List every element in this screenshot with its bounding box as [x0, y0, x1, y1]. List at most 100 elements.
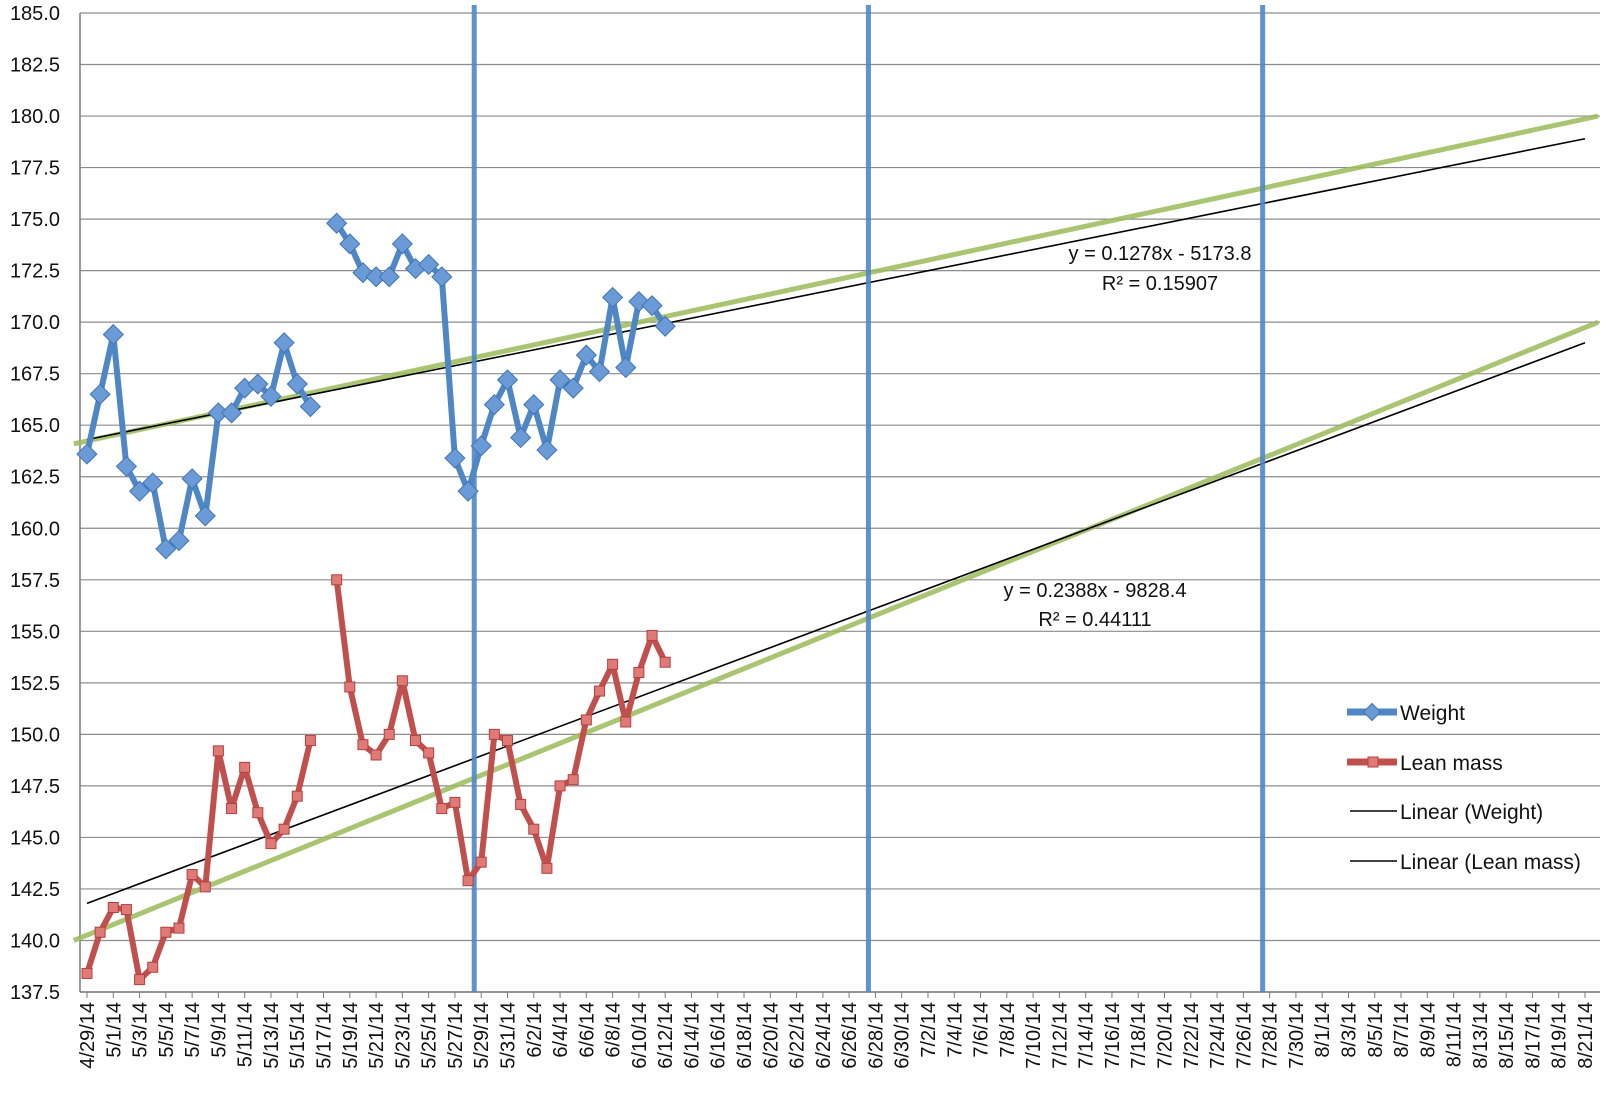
x-tick-label: 6/18/14 — [734, 1002, 756, 1069]
weight-point — [431, 266, 453, 288]
lean-mass-point — [199, 881, 211, 893]
weight-point — [181, 468, 203, 490]
x-tick-label: 6/4/14 — [550, 1002, 572, 1058]
lean-mass-point — [449, 796, 461, 808]
y-tick-label: 167.5 — [10, 364, 60, 386]
weight-point — [247, 373, 269, 395]
weight-point — [220, 402, 243, 424]
y-tick-label: 137.5 — [10, 982, 60, 1004]
legend-label-lean-mass: Lean mass — [1400, 752, 1503, 775]
x-tick-label: 8/15/14 — [1496, 1002, 1518, 1069]
x-tick-label: 8/9/14 — [1417, 1002, 1439, 1058]
lean-mass-point — [646, 629, 658, 641]
x-tick-label: 5/19/14 — [340, 1002, 362, 1069]
x-tick-label: 5/31/14 — [497, 1002, 519, 1069]
y-tick-label: 152.5 — [10, 673, 60, 695]
weight-point — [128, 480, 151, 502]
lean-mass-point — [173, 922, 185, 934]
lean-mass-point — [147, 961, 159, 973]
lean-mass-point — [580, 714, 592, 726]
lean-mass-point — [475, 856, 487, 868]
x-tick-label: 6/22/14 — [787, 1002, 809, 1069]
lean-mass-point — [94, 926, 106, 938]
axes — [79, 13, 1600, 998]
lean-mass-point — [423, 747, 435, 759]
lean-mass-trend-equation: y = 0.2388x - 9828.4 R² = 0.44111 — [1004, 580, 1187, 631]
y-tick-label: 175.0 — [10, 209, 60, 231]
weight-point — [273, 332, 295, 354]
x-tick-label: 8/19/14 — [1549, 1002, 1571, 1069]
x-axis-tick-labels: 4/29/14 5/1/14 5/3/14 5/5/14 5/7/14 5/9/14 5/1… — [77, 1002, 1597, 1069]
lean-mass-point — [344, 681, 356, 693]
x-tick-label: 6/2/14 — [524, 1002, 546, 1058]
lean-mass-point — [304, 735, 316, 747]
x-tick-label: 8/1/14 — [1312, 1002, 1334, 1058]
weight-trend-equation-text: y = 0.1278x - 5173.8 — [1069, 243, 1252, 265]
weight-point — [155, 538, 177, 560]
horizontal-gridlines — [80, 12, 1600, 993]
x-tick-label: 5/27/14 — [445, 1002, 467, 1069]
weight-point — [286, 373, 308, 395]
y-tick-label: 147.5 — [10, 776, 60, 798]
lean-mass-projection-line — [72, 319, 1600, 943]
weight-point — [142, 472, 164, 494]
y-tick-label: 155.0 — [10, 621, 60, 643]
x-tick-label: 7/10/14 — [1023, 1002, 1045, 1069]
x-tick-label: 8/17/14 — [1522, 1002, 1544, 1069]
weight-point — [457, 480, 479, 502]
lean-mass-point — [607, 658, 619, 670]
legend-item-linear-lean-mass: Linear (Lean mass) — [1350, 851, 1581, 874]
weight-point — [391, 233, 413, 255]
lean-mass-point — [134, 974, 146, 986]
weight-point — [76, 443, 98, 465]
x-tick-label: 8/11/14 — [1444, 1002, 1466, 1067]
weight-point — [326, 212, 348, 234]
weight-point — [102, 323, 124, 346]
lean-mass-point — [383, 728, 395, 740]
x-tick-label: 5/3/14 — [130, 1002, 152, 1058]
weight-point — [536, 439, 558, 461]
lean-mass-point — [593, 685, 605, 697]
x-tick-label: 7/2/14 — [918, 1002, 940, 1058]
x-tick-label: 5/29/14 — [471, 1002, 493, 1069]
lean-mass-point — [212, 745, 224, 757]
weight-point — [470, 435, 492, 457]
x-tick-label: 8/7/14 — [1391, 1002, 1413, 1058]
y-tick-label: 185.0 — [10, 3, 60, 25]
x-tick-label: 6/28/14 — [865, 1002, 887, 1069]
lean-mass-point — [120, 904, 132, 916]
weight-point — [207, 402, 230, 424]
legend-item-lean-mass: Lean mass — [1347, 752, 1503, 775]
weight-point — [378, 266, 400, 288]
y-tick-label: 150.0 — [10, 724, 60, 746]
x-tick-label: 6/6/14 — [576, 1002, 598, 1058]
lean-mass-point — [410, 735, 422, 747]
lean-mass-point — [160, 926, 172, 938]
y-tick-label: 157.5 — [10, 570, 60, 592]
weight-point — [602, 286, 624, 309]
weight-trend-r-squared: R² = 0.15907 — [1102, 273, 1218, 295]
projection-lines — [72, 113, 1600, 943]
weight-point — [444, 447, 466, 469]
y-tick-label: 182.5 — [10, 55, 60, 77]
vertical-marker-lines — [471, 5, 1266, 992]
lean-mass-point — [659, 656, 671, 668]
weight-point — [260, 385, 282, 407]
legend-label-linear-weight: Linear (Weight) — [1400, 801, 1543, 824]
trendlines — [86, 137, 1586, 905]
lean-mass-point — [436, 803, 448, 815]
weight-point — [483, 393, 505, 416]
x-tick-label: 7/30/14 — [1286, 1002, 1308, 1069]
lean-mass-point — [331, 574, 343, 586]
x-tick-label: 7/28/14 — [1260, 1002, 1282, 1069]
lean-mass-trendline — [86, 342, 1586, 905]
weight-point — [194, 505, 216, 527]
legend-marker-weight — [1362, 702, 1382, 722]
x-tick-label: 4/29/14 — [77, 1002, 99, 1069]
lean-mass-trend-equation-text: y = 0.2388x - 9828.4 — [1004, 580, 1187, 602]
y-tick-label: 180.0 — [10, 106, 60, 128]
lean-mass-trend-r-squared: R² = 0.44111 — [1038, 609, 1151, 631]
y-tick-label: 177.5 — [10, 158, 60, 180]
lean-mass-point — [370, 749, 382, 761]
weight-point — [615, 356, 637, 379]
